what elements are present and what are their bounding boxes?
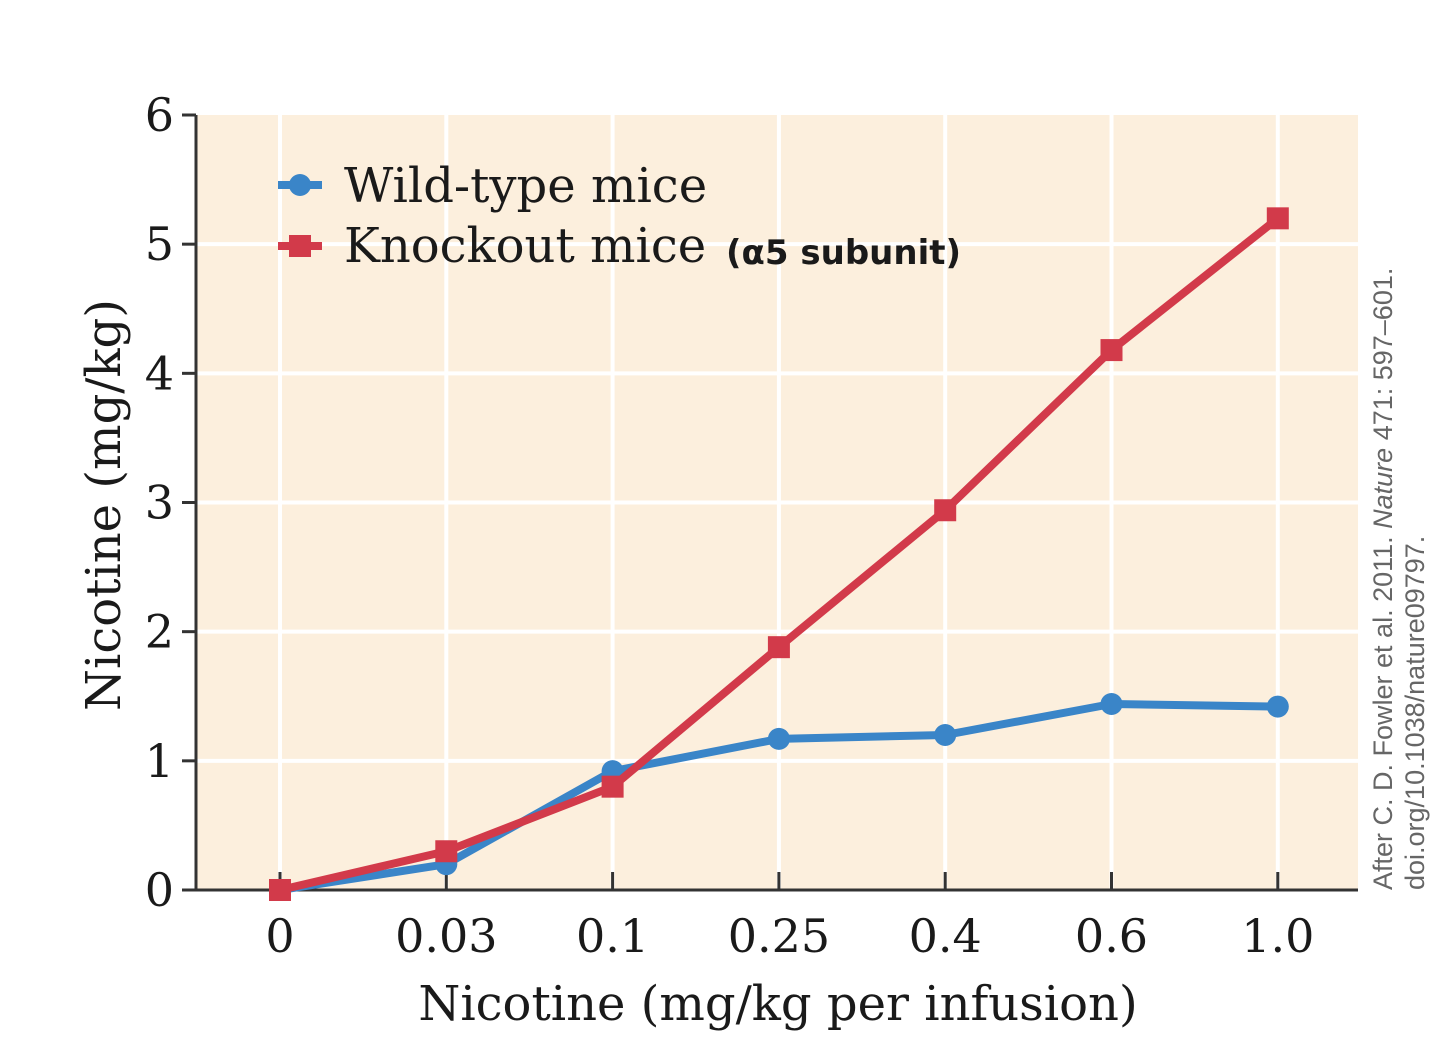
data-point [269, 879, 291, 901]
data-point [767, 727, 790, 750]
data-point [1100, 339, 1123, 362]
x-tick-label: 0 [265, 909, 294, 963]
x-axis-title: Nicotine (mg/kg per infusion) [418, 976, 1137, 1032]
y-tick-label: 0 [145, 863, 174, 917]
y-tick-label: 2 [145, 605, 174, 659]
y-tick-label: 1 [145, 734, 174, 788]
data-point [435, 840, 458, 863]
series-layer [269, 207, 1289, 901]
y-axis-title: Nicotine (mg/kg) [76, 299, 132, 711]
y-ticks: 0 1 2 3 4 5 6 [145, 88, 196, 917]
series-knockout [269, 207, 1289, 901]
source-credit: After C. D. Fowler et al. 2011. Nature 4… [1368, 268, 1430, 890]
x-ticks: 0 0.03 0.1 0.25 0.4 0.6 1.0 [265, 872, 1314, 963]
y-tick-label: 5 [145, 217, 174, 271]
legend: Wild-type mice Knockout mice (α5 subunit… [278, 158, 961, 274]
y-tick-label: 6 [145, 88, 174, 142]
data-point [934, 724, 957, 746]
data-point [767, 636, 790, 659]
legend-note-alpha5: (α5 subunit) [726, 233, 961, 273]
x-tick-label: 0.1 [576, 909, 649, 963]
legend-marker-knockout [289, 235, 311, 257]
y-tick-label: 4 [145, 346, 174, 400]
legend-label-wild-type: Wild-type mice [344, 158, 707, 214]
legend-label-knockout: Knockout mice [344, 218, 706, 274]
x-tick-label: 0.6 [1075, 909, 1148, 963]
data-point [1100, 693, 1123, 715]
x-tick-label: 0.4 [909, 909, 982, 963]
data-point [1266, 695, 1289, 718]
series-wild-type [269, 693, 1289, 901]
y-tick-label: 3 [145, 476, 174, 530]
data-point [601, 775, 624, 798]
data-point [1266, 207, 1289, 230]
x-tick-label: 1.0 [1241, 909, 1314, 963]
credit-line-2: doi.org/10.1038/nature09797. [1400, 536, 1430, 890]
legend-marker-wild-type [289, 174, 311, 196]
x-tick-label: 0.25 [728, 909, 830, 963]
data-point [934, 499, 957, 522]
credit-line-1: After C. D. Fowler et al. 2011. Nature 4… [1368, 268, 1398, 890]
x-tick-label: 0.03 [395, 909, 497, 963]
